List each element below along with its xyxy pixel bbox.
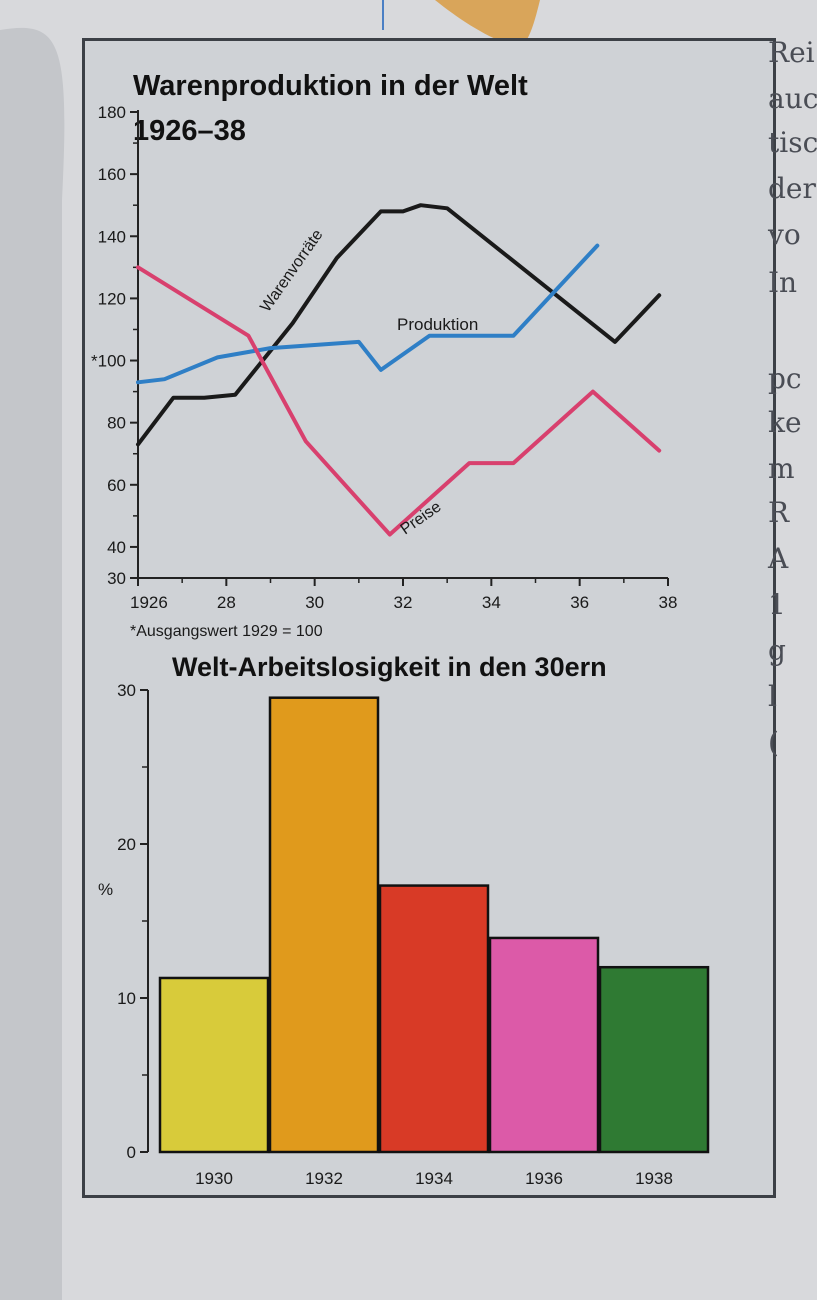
margin-text-fragment: R [768, 496, 790, 529]
bar-1938 [598, 965, 710, 1154]
line-chart: Warenproduktion in der Welt 1926–38 30 40… [91, 70, 677, 640]
margin-text-fragment: In [768, 266, 797, 299]
right-margin-text: Rei auc tisc der vo In pc ke mRA 1 gl ( [767, 36, 817, 759]
bar-1936 [488, 936, 600, 1154]
line-x-tick-label: 28 [217, 593, 236, 612]
line-y-tick-label: 30 [107, 569, 126, 588]
bar-chart-title: Welt-Arbeitslosigkeit in den 30ern [172, 652, 607, 682]
bar-x-label: 1930 [195, 1169, 233, 1188]
line-x-tick-label: 38 [659, 593, 678, 612]
line-chart-y-ticks: 30 40 60 80 *100 120 140 160 180 [91, 103, 138, 588]
line-y-tick-label: 60 [107, 476, 126, 495]
margin-text-fragment: Rei [768, 36, 815, 69]
line-x-tick-label: 30 [305, 593, 324, 612]
bar-x-label: 1938 [635, 1169, 673, 1188]
margin-text-fragment: ke [768, 406, 802, 439]
margin-text-fragment: 1 [768, 588, 786, 621]
bar-y-tick-label: 30 [117, 681, 136, 700]
margin-text-fragment: vo [767, 218, 801, 251]
bar-x-label: 1932 [305, 1169, 343, 1188]
line-chart-x-ticks: 1926 28 30 32 34 36 38 [130, 578, 677, 612]
margin-text-fragment: ( [768, 726, 779, 759]
line-y-tick-label: 180 [98, 103, 126, 122]
line-chart-subtitle: 1926–38 [133, 115, 246, 147]
bar-y-tick-label: 20 [117, 835, 136, 854]
line-x-tick-label: 1926 [130, 593, 168, 612]
margin-text-fragment: A [767, 542, 789, 575]
margin-text-fragment: pc [768, 362, 802, 395]
bar-chart-y-ticks: 0 10 20 30 [117, 681, 148, 1162]
bar-x-label: 1934 [415, 1169, 453, 1188]
line-y-tick-label: 140 [98, 227, 126, 246]
series-line-2 [136, 265, 662, 537]
line-chart-series [136, 203, 662, 537]
bar-y-tick-label: 0 [127, 1143, 136, 1162]
margin-text-fragment: l [768, 680, 777, 713]
line-x-tick-label: 32 [394, 593, 413, 612]
bar-chart-y-label: % [98, 880, 113, 899]
top-illustration-fragment [435, 0, 540, 48]
line-y-tick-label: 80 [107, 414, 126, 433]
series-line-0 [136, 203, 662, 447]
bar-1932 [268, 696, 380, 1154]
bar-y-tick-label: 10 [117, 989, 136, 1008]
margin-text-fragment: tisc [768, 126, 817, 159]
bar-1934 [378, 884, 490, 1154]
bar-chart-bars [158, 696, 710, 1154]
bar-x-label: 1936 [525, 1169, 563, 1188]
series-label-warenvorraete: Warenvorräte [257, 227, 326, 316]
line-y-tick-label: *100 [91, 352, 126, 371]
line-y-tick-label: 40 [107, 538, 126, 557]
bar-1930 [158, 976, 270, 1154]
left-page-edge [0, 27, 65, 1300]
margin-text-fragment: der [768, 172, 816, 205]
margin-text-fragment: g [768, 634, 786, 667]
bar-chart: Welt-Arbeitslosigkeit in den 30ern 0 10 20… [98, 652, 710, 1188]
series-label-produktion: Produktion [397, 315, 478, 334]
line-x-tick-label: 34 [482, 593, 501, 612]
line-chart-title: Warenproduktion in der Welt [133, 70, 528, 102]
line-chart-footnote: *Ausgangswert 1929 = 100 [130, 623, 323, 640]
line-y-tick-label: 160 [98, 165, 126, 184]
margin-text-fragment: auc [768, 82, 817, 115]
series-line-1 [136, 243, 600, 385]
line-x-tick-label: 36 [570, 593, 589, 612]
bar-chart-x-labels: 1930 1932 1934 1936 1938 [195, 1169, 673, 1188]
margin-text-fragment: m [768, 452, 795, 485]
line-y-tick-label: 120 [98, 289, 126, 308]
